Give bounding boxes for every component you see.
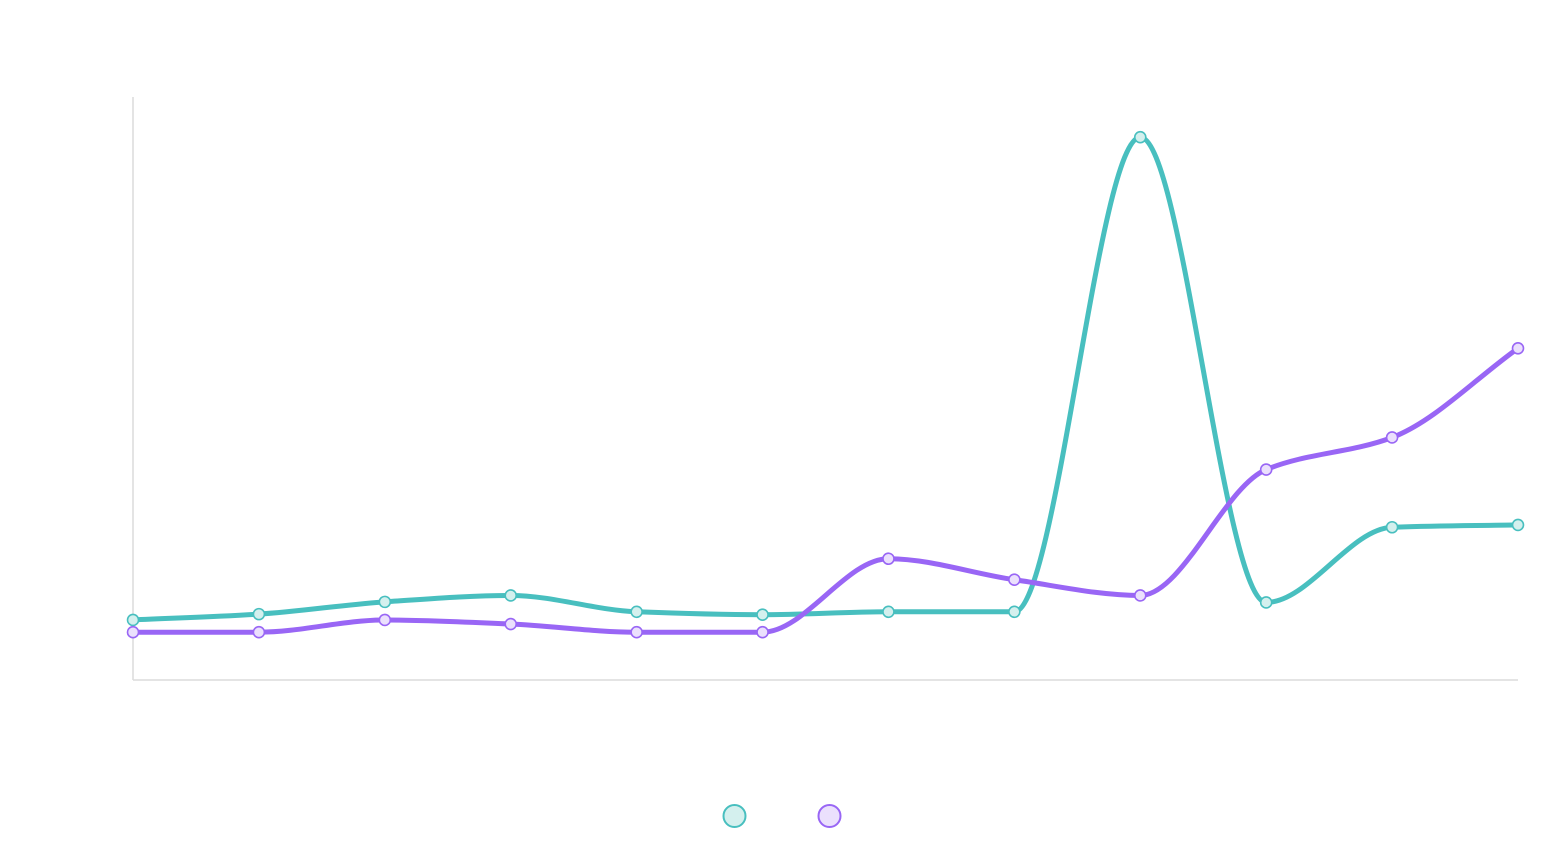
series-1-point-10[interactable]	[1259, 596, 1273, 609]
series-2-point-11[interactable]	[1385, 431, 1399, 444]
series-2-point-9[interactable]	[1133, 589, 1147, 602]
series-1-point-8[interactable]	[1008, 605, 1021, 619]
series-1-line	[130, 134, 1521, 623]
series-1-point-7[interactable]	[882, 605, 895, 619]
series-1-point-4[interactable]	[504, 589, 518, 602]
series-2-point-12[interactable]	[1511, 341, 1525, 355]
series-2	[126, 341, 1525, 639]
series-2-point-5[interactable]	[630, 625, 643, 639]
series-1-point-6[interactable]	[756, 608, 769, 622]
series-2-point-3[interactable]	[378, 613, 392, 627]
series-2-point-6[interactable]	[756, 625, 769, 639]
series-layer	[126, 130, 1525, 639]
legend-marker-series-1[interactable]	[722, 804, 747, 828]
series-1-point-11[interactable]	[1385, 520, 1399, 534]
legend[interactable]	[722, 804, 842, 828]
chart-axes	[132, 97, 1518, 681]
series-2-point-4[interactable]	[504, 617, 518, 631]
series-2-point-7[interactable]	[882, 552, 895, 566]
series-1-point-9[interactable]	[1133, 130, 1147, 144]
series-2-point-10[interactable]	[1259, 463, 1273, 476]
series-1-point-2[interactable]	[252, 607, 266, 621]
series-1	[126, 130, 1525, 627]
series-1-point-12[interactable]	[1511, 518, 1525, 532]
series-1-point-5[interactable]	[630, 605, 643, 619]
series-2-line	[130, 345, 1521, 635]
legend-marker-series-2[interactable]	[817, 804, 842, 828]
series-2-point-2[interactable]	[252, 625, 266, 639]
series-1-point-1[interactable]	[126, 613, 140, 627]
series-2-point-1[interactable]	[126, 625, 140, 639]
series-1-point-3[interactable]	[378, 595, 392, 609]
series-2-point-8[interactable]	[1008, 573, 1021, 587]
